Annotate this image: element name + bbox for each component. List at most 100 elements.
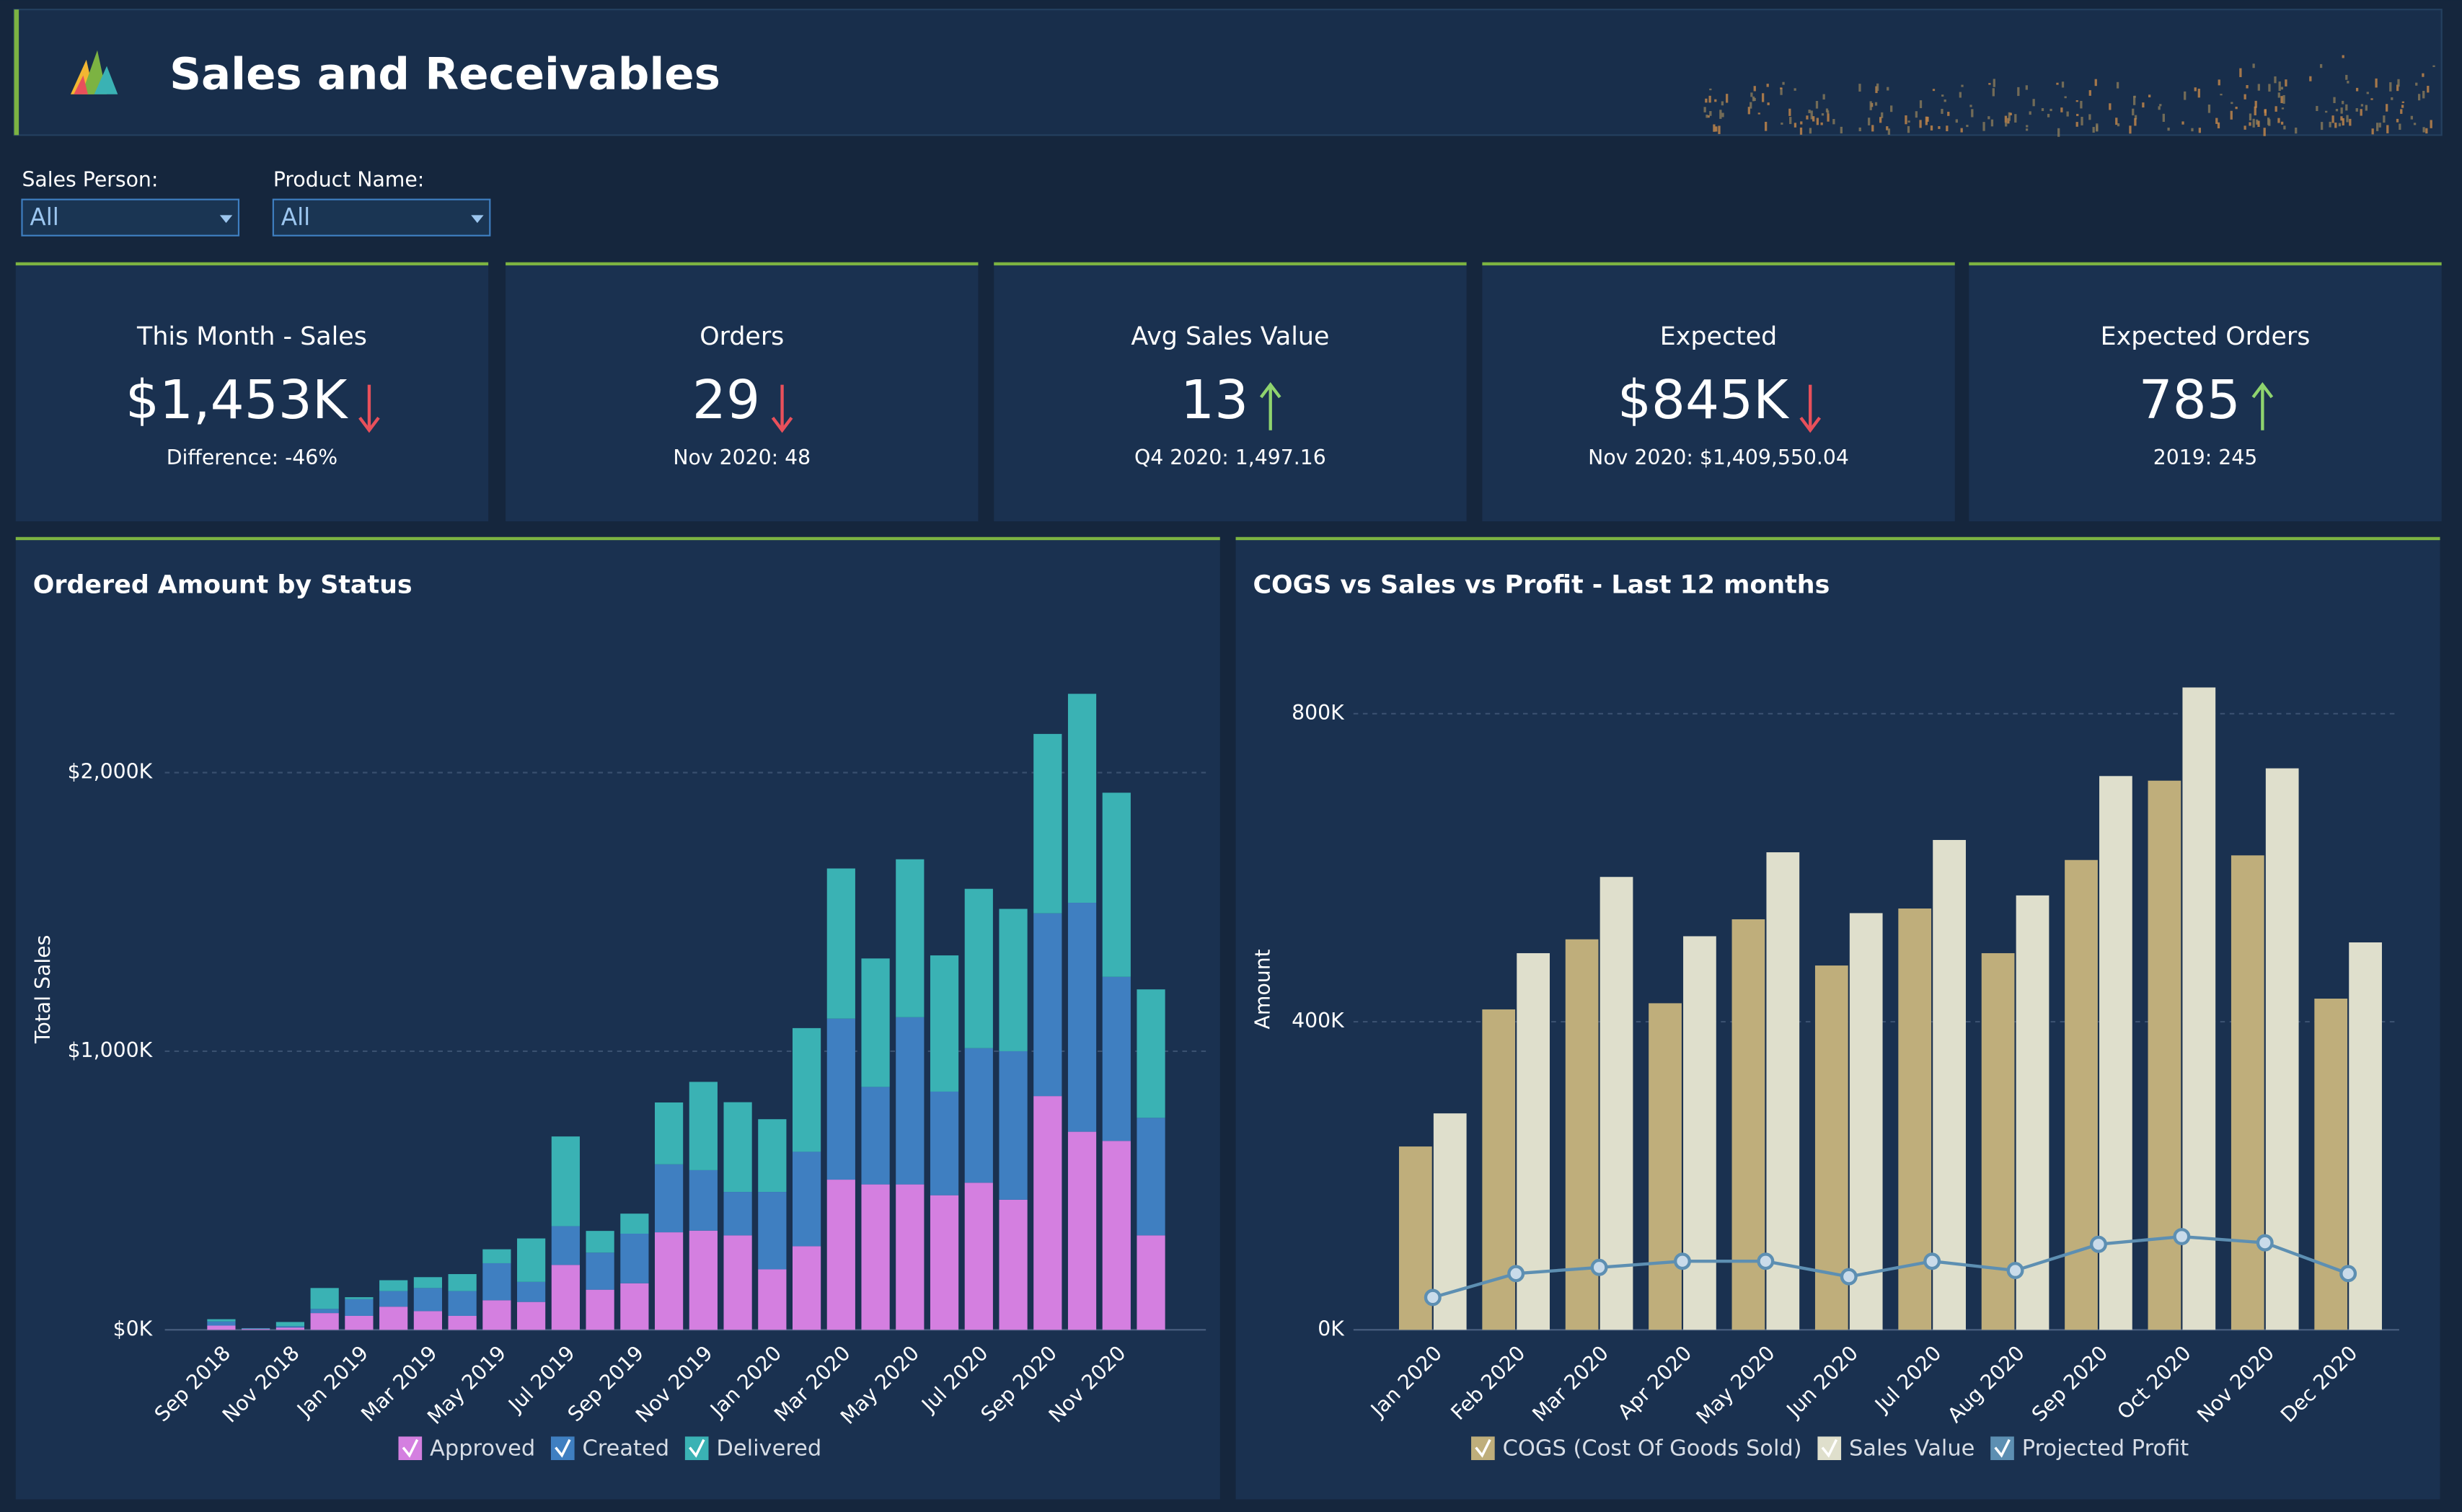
noise-dot: [1890, 105, 1893, 112]
noise-dot: [2268, 84, 2271, 92]
legend-label: Created: [582, 1436, 669, 1461]
noise-dot: [1793, 88, 1796, 91]
arrow-head: [1259, 381, 1281, 399]
noise-dot: [2342, 55, 2344, 58]
bar-segment: [275, 1327, 305, 1330]
noise-dot: [2005, 122, 2008, 127]
noise-dot: [1708, 95, 1711, 103]
noise-dot: [2346, 115, 2349, 123]
noise-dot: [1925, 116, 1928, 125]
kpi-title: This Month - Sales: [136, 322, 367, 351]
noise-dot: [1789, 117, 1792, 125]
noise-dot: [2134, 115, 2137, 120]
noise-dot: [1941, 94, 1944, 97]
kpi-accent: [506, 262, 979, 266]
bar-segment: [1033, 1096, 1062, 1330]
bar: [1600, 877, 1633, 1330]
bar-segment: [1137, 1235, 1165, 1330]
noise-dot: [1780, 87, 1783, 89]
line-marker: [2089, 1235, 2107, 1253]
bar-segment: [861, 1184, 890, 1330]
bar: [2065, 859, 2098, 1330]
line-marker: [1424, 1288, 1442, 1307]
noise-dot: [1879, 117, 1882, 123]
noise-dot: [2026, 125, 2029, 128]
noise-dot: [1947, 112, 1950, 116]
noise-dot: [2009, 112, 2012, 115]
bar-segment: [620, 1234, 649, 1283]
noise-dot: [1715, 126, 1718, 132]
noise-dot: [2277, 92, 2280, 98]
noise-dot: [2365, 105, 2368, 111]
noise-dot: [2345, 74, 2348, 80]
noise-dot: [2142, 102, 2145, 108]
noise-dot: [1709, 111, 1712, 116]
noise-dot: [1907, 125, 1910, 133]
filter-label: Sales Person:: [22, 168, 158, 192]
noise-dot: [2321, 122, 2324, 131]
noise-dot: [1808, 110, 1811, 113]
y-tick-label: $2,000K: [68, 760, 154, 784]
noise-dot: [2061, 81, 2065, 88]
noise-dot: [1960, 128, 1963, 133]
bar-segment: [689, 1170, 718, 1231]
bar-segment: [723, 1192, 752, 1236]
bar: [1814, 965, 1848, 1330]
noise-dot: [2355, 108, 2358, 112]
bar-segment: [482, 1249, 511, 1263]
noise-dot: [2252, 63, 2255, 68]
bar-segment: [517, 1301, 546, 1330]
noise-dot: [1705, 98, 1708, 103]
filter-dropdown[interactable]: [272, 198, 491, 236]
noise-dot: [2116, 81, 2119, 89]
bar-segment: [1137, 1118, 1165, 1236]
noise-dot: [1714, 99, 1717, 102]
noise-dot: [2029, 111, 2031, 115]
noise-dot: [2218, 79, 2220, 86]
noise-dot: [1782, 81, 1785, 85]
noise-dot: [1726, 94, 1729, 103]
bar-segment: [758, 1192, 787, 1270]
bar-segment: [930, 1091, 959, 1195]
noise-dot: [1750, 92, 1753, 97]
noise-dot: [1874, 102, 1878, 106]
bar-segment: [792, 1027, 821, 1152]
noise-dot: [2081, 117, 2083, 125]
noise-dot: [1827, 113, 1830, 122]
noise-dot: [2375, 123, 2379, 131]
noise-dot: [2057, 128, 2060, 137]
kpi-accent: [1482, 262, 1955, 266]
noise-dot: [1713, 124, 1716, 132]
noise-dot: [2004, 115, 2008, 123]
kpi-subtitle: 2019: 245: [2153, 446, 2258, 469]
noise-dot: [2207, 105, 2211, 113]
filter-dropdown[interactable]: [21, 198, 240, 236]
bar-segment: [586, 1289, 614, 1330]
noise-dot: [2243, 94, 2246, 100]
bar-segment: [586, 1231, 614, 1253]
kpi-title: Avg Sales Value: [1131, 322, 1329, 351]
bar-segment: [448, 1315, 477, 1330]
legend-check: [1994, 1438, 2011, 1458]
filter-value: All: [30, 203, 58, 231]
bar-segment: [1033, 913, 1062, 1097]
noise-dot: [2422, 90, 2425, 99]
noise-dot: [2094, 79, 2097, 87]
legend-check: [555, 1438, 571, 1458]
noise-dot: [2331, 115, 2334, 123]
noise-dot: [2340, 107, 2343, 114]
filter-label: Product Name:: [273, 168, 424, 192]
noise-dot: [2129, 125, 2132, 134]
noise-dot: [2355, 87, 2359, 92]
noise-dot: [2117, 123, 2120, 127]
noise-dot: [1955, 119, 1958, 123]
noise-dot: [2274, 76, 2277, 84]
noise-dot: [2316, 105, 2318, 112]
noise-dot: [2008, 112, 2011, 121]
noise-dot: [2285, 79, 2287, 87]
noise-dot: [2417, 94, 2421, 101]
bar-segment: [964, 1048, 993, 1183]
noise-dot: [2342, 100, 2344, 105]
noise-dot: [1919, 100, 1923, 108]
